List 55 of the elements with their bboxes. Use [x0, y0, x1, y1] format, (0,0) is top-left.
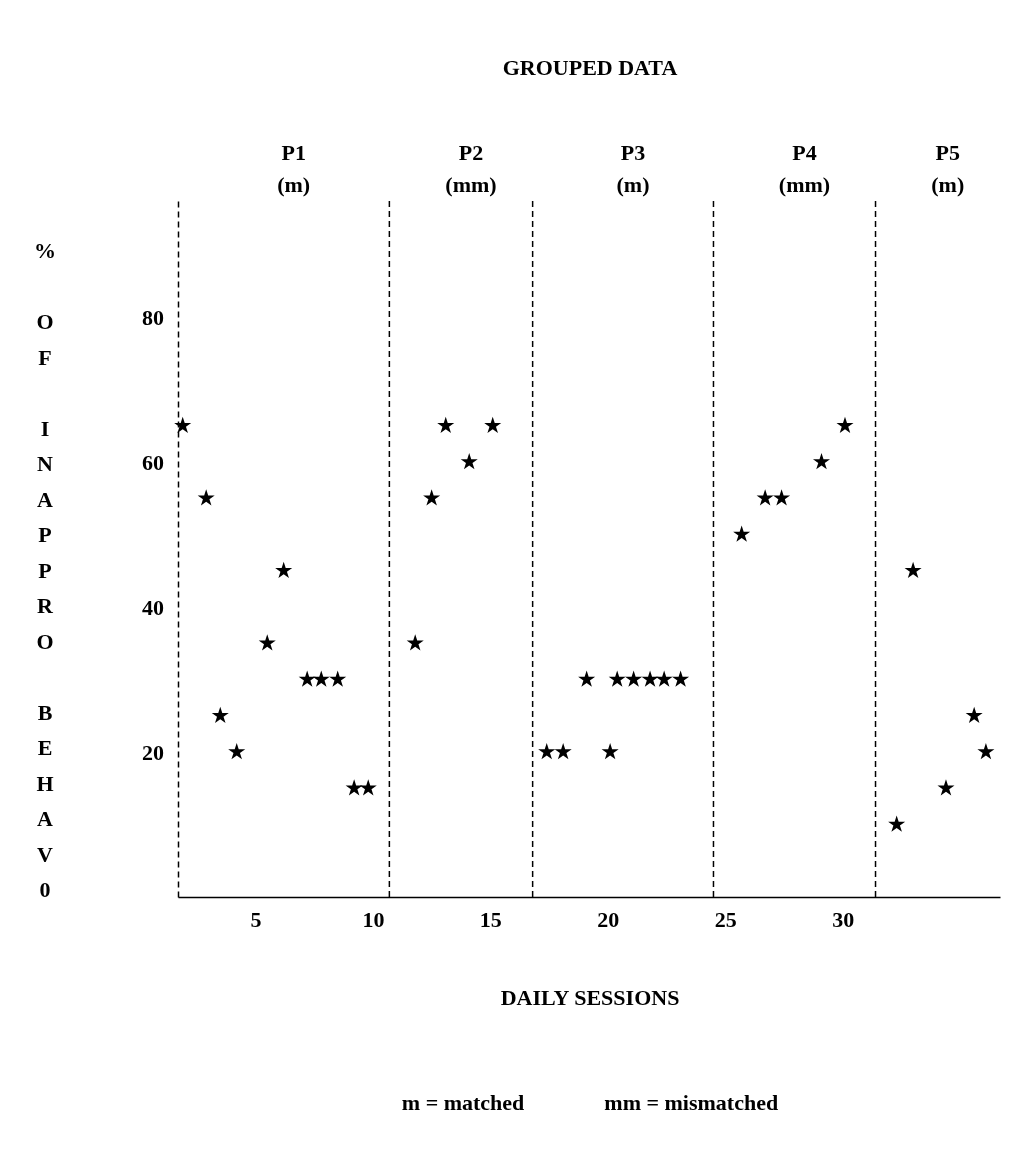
x-tick-label: 30	[832, 906, 855, 932]
text: % OF INAPPRO BEHAV0	[34, 238, 56, 902]
y-tick-label: 40	[142, 594, 164, 620]
point	[888, 815, 906, 832]
point	[275, 561, 293, 578]
point	[904, 561, 922, 578]
x-tick-label: 25	[714, 906, 737, 932]
point	[211, 706, 229, 723]
point	[298, 670, 316, 687]
point	[578, 670, 596, 687]
text: P1 (m)	[277, 140, 311, 197]
point	[423, 489, 441, 506]
point	[174, 416, 192, 433]
point	[756, 489, 774, 506]
text: P4 (mm)	[778, 140, 831, 197]
point	[554, 743, 572, 760]
x-tick-label: 15	[479, 906, 502, 932]
point	[359, 779, 377, 796]
y-tick-label: 60	[142, 449, 164, 475]
point	[812, 453, 831, 470]
y-tick-label: 80	[142, 304, 164, 330]
point	[965, 706, 983, 723]
x-tick-label: 20	[597, 906, 620, 932]
x-axis-title: DAILY SESSIONS	[500, 985, 680, 1010]
x-tick-label: 5	[250, 906, 262, 932]
text: P5 (m)	[931, 140, 965, 197]
point	[345, 779, 363, 796]
point	[258, 634, 276, 651]
point	[312, 670, 330, 687]
point	[538, 743, 556, 760]
text: P2 (mm)	[445, 140, 497, 197]
point	[484, 416, 502, 433]
point	[773, 489, 791, 506]
point	[406, 634, 424, 651]
text: m = matched	[401, 1090, 525, 1115]
point	[733, 525, 751, 542]
chart-title: GROUPED DATA	[502, 55, 678, 80]
point	[329, 670, 347, 687]
point	[937, 779, 955, 796]
point	[625, 670, 643, 687]
text: mm = mismatched	[604, 1090, 779, 1115]
y-tick-label: 20	[142, 739, 164, 765]
point	[601, 743, 619, 760]
text: P3 (m)	[616, 140, 650, 197]
point	[641, 670, 659, 687]
point	[228, 743, 246, 760]
point	[655, 670, 673, 687]
x-tick-label: 10	[362, 906, 385, 932]
point	[836, 416, 854, 433]
point	[460, 453, 478, 470]
point	[977, 743, 995, 760]
point	[197, 489, 215, 506]
point	[672, 670, 690, 687]
point	[437, 416, 455, 433]
point	[608, 670, 626, 687]
